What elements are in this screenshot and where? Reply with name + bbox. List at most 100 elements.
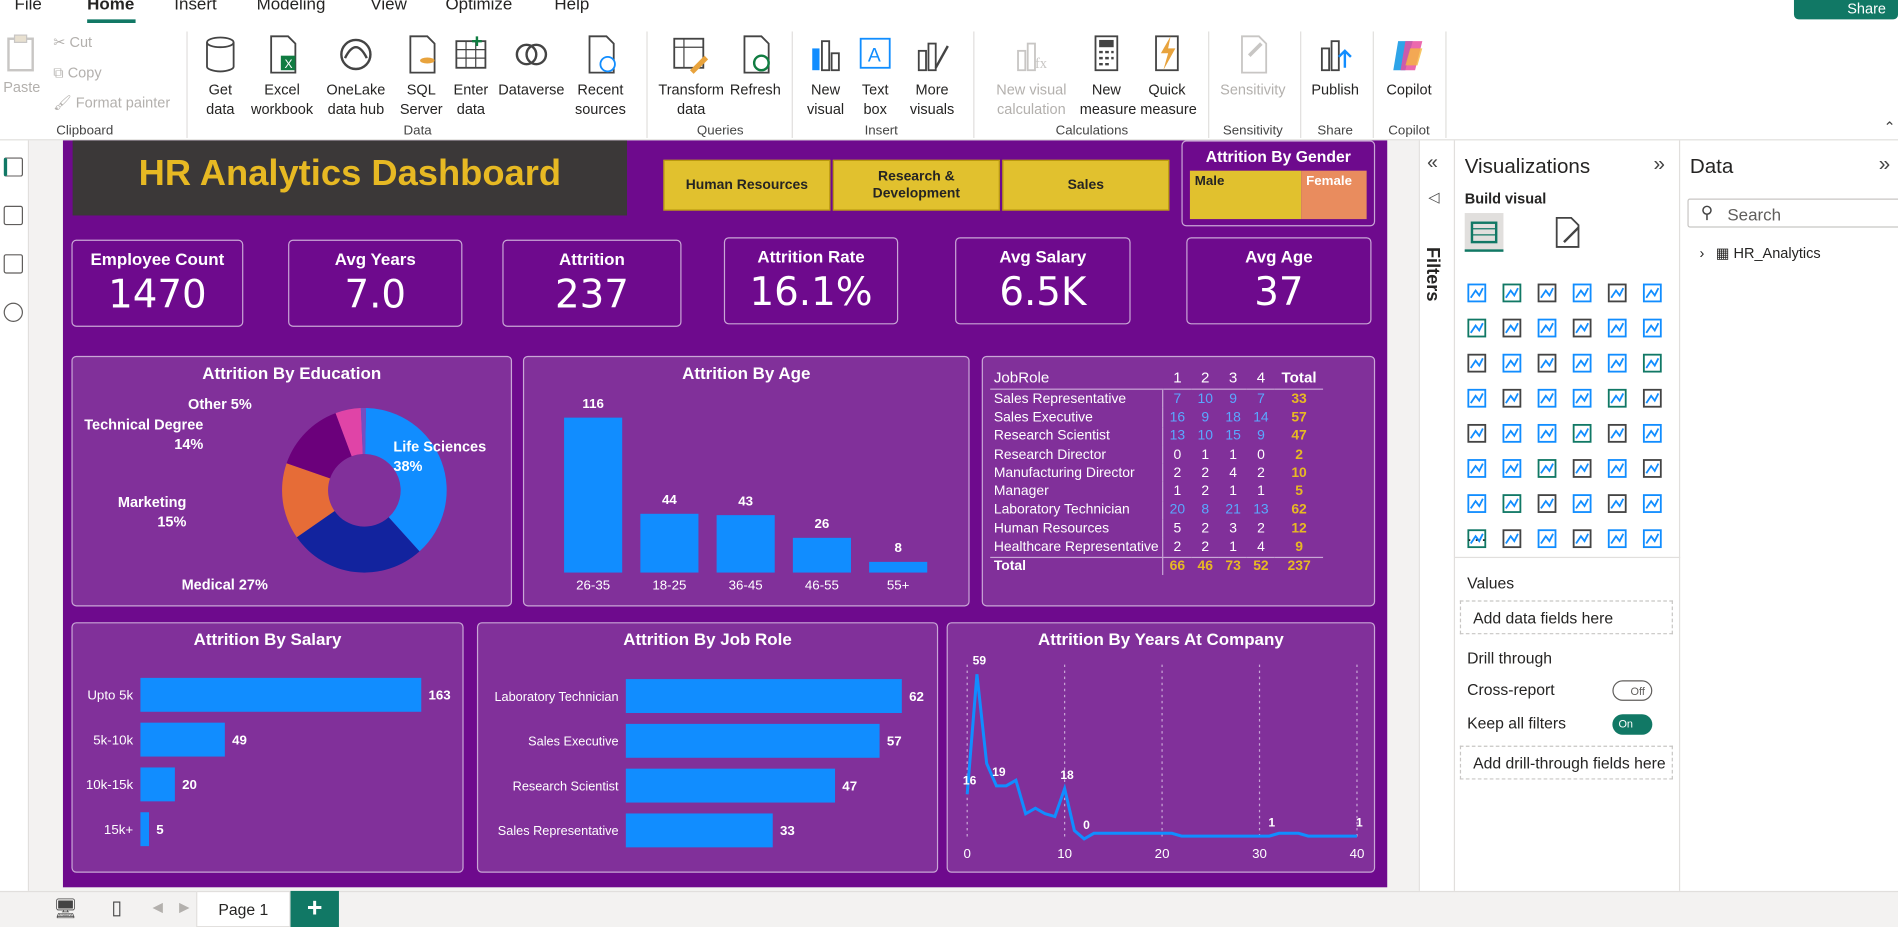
attrition-by-job-role-visual[interactable]: Attrition By Job Role Laboratory Technic…: [476, 622, 939, 873]
menu-help[interactable]: Help: [554, 0, 590, 14]
table-hr-analytics[interactable]: › ▦ HR_Analytics: [1700, 245, 1821, 262]
visual-type-icon[interactable]: [1535, 456, 1559, 480]
more-visuals-button[interactable]: More visuals: [901, 34, 964, 119]
visual-type-icon[interactable]: [1500, 527, 1524, 551]
previous-page-icon[interactable]: ◀: [152, 900, 163, 916]
copy-button[interactable]: ⧉ Copy: [53, 64, 101, 82]
new-visual-calculation-button[interactable]: fx New visual calculation: [983, 34, 1080, 119]
visual-type-icon[interactable]: [1500, 456, 1524, 480]
visual-type-icon[interactable]: [1465, 316, 1489, 340]
attrition-by-gender-visual[interactable]: Attrition By Gender Male Female: [1181, 140, 1376, 227]
values-well[interactable]: Add data fields here: [1459, 600, 1673, 635]
gender-female-tile[interactable]: Female: [1301, 170, 1367, 220]
slicer-human-resources[interactable]: Human Resources: [663, 159, 831, 211]
page-tab[interactable]: Page 1: [196, 890, 291, 927]
jobrole-matrix-visual[interactable]: [981, 355, 1376, 607]
cross-report-toggle[interactable]: Off: [1612, 680, 1653, 701]
visual-type-icon[interactable]: [1640, 527, 1664, 551]
menu-file[interactable]: File: [14, 0, 42, 14]
sensitivity-button[interactable]: Sensitivity: [1215, 34, 1290, 99]
build-visual-tab[interactable]: [1464, 213, 1504, 252]
visual-type-icon[interactable]: [1535, 491, 1559, 515]
kpi-card-avg-age[interactable]: Avg Age 37: [1186, 237, 1372, 325]
attrition-by-salary-visual[interactable]: Attrition By Salary Upto 5k 163 5k-10k 49 10…: [71, 622, 464, 873]
visual-type-icon[interactable]: [1535, 281, 1559, 305]
visual-type-icon[interactable]: [1465, 491, 1489, 515]
dataverse-button[interactable]: Dataverse: [496, 34, 566, 99]
menu-home[interactable]: Home: [87, 0, 135, 14]
kpi-card-avg-years[interactable]: Avg Years 7.0: [288, 239, 463, 327]
visual-type-icon[interactable]: [1605, 386, 1629, 410]
text-box-button[interactable]: A Text box: [855, 34, 896, 119]
visual-type-icon[interactable]: [1500, 386, 1524, 410]
visual-type-icon[interactable]: [1570, 281, 1594, 305]
visual-type-icon[interactable]: [1535, 316, 1559, 340]
visual-type-icon[interactable]: [1605, 351, 1629, 375]
format-painter-button[interactable]: 🖌 Format painter: [53, 94, 170, 111]
share-button[interactable]: Share ⌵: [1793, 0, 1898, 34]
visual-type-icon[interactable]: [1465, 527, 1489, 551]
visual-type-icon[interactable]: [1570, 527, 1594, 551]
visual-type-icon[interactable]: [1535, 386, 1559, 410]
visual-type-icon[interactable]: [1640, 456, 1664, 480]
visual-type-icon[interactable]: [1500, 281, 1524, 305]
drill-through-well[interactable]: Add drill-through fields here: [1459, 745, 1673, 780]
paste-button[interactable]: Paste: [2, 34, 41, 97]
collapse-icon[interactable]: «: [1427, 152, 1438, 174]
visual-type-icon[interactable]: [1570, 351, 1594, 375]
cut-button[interactable]: ✂ Cut: [53, 34, 92, 51]
visual-type-icon[interactable]: [1605, 491, 1629, 515]
menu-insert[interactable]: Insert: [174, 0, 217, 14]
visual-type-icon[interactable]: [1465, 456, 1489, 480]
table-view-icon[interactable]: [3, 205, 23, 226]
visual-type-icon[interactable]: [1535, 527, 1559, 551]
onelake-button[interactable]: OneLake data hub: [320, 34, 393, 119]
mobile-layout-icon[interactable]: ▯: [111, 898, 123, 919]
visual-type-icon[interactable]: [1570, 386, 1594, 410]
visual-type-icon[interactable]: [1570, 456, 1594, 480]
visual-type-icon[interactable]: [1605, 281, 1629, 305]
visual-type-icon[interactable]: [1570, 421, 1594, 445]
excel-button[interactable]: X Excel workbook: [247, 34, 317, 119]
expand-icon[interactable]: »: [1878, 152, 1891, 176]
attrition-by-education-visual[interactable]: Attrition By Education Life Sciences 38% M…: [71, 355, 513, 607]
visual-type-icon[interactable]: [1605, 316, 1629, 340]
sql-server-button[interactable]: SQL Server: [399, 34, 443, 119]
next-page-icon[interactable]: ▶: [179, 900, 190, 916]
visual-type-icon[interactable]: [1465, 351, 1489, 375]
visual-type-icon[interactable]: [1465, 386, 1489, 410]
matrix-header-cell[interactable]: 4: [1247, 366, 1275, 390]
collapse-ribbon-icon[interactable]: ⌃: [1883, 118, 1896, 136]
visual-type-icon[interactable]: [1535, 351, 1559, 375]
visual-type-icon[interactable]: [1570, 491, 1594, 515]
copilot-button[interactable]: Copilot: [1380, 34, 1438, 99]
visual-type-icon[interactable]: [1605, 456, 1629, 480]
dax-query-view-icon[interactable]: [3, 302, 23, 322]
data-search-box[interactable]: ⚲ Search: [1687, 198, 1898, 228]
add-page-button[interactable]: +: [290, 890, 339, 927]
refresh-button[interactable]: Refresh: [729, 34, 782, 99]
kpi-card-attrition-rate[interactable]: Attrition Rate 16.1%: [723, 237, 899, 325]
desktop-layout-icon[interactable]: 🖥: [53, 899, 78, 920]
transform-data-button[interactable]: Transform data: [654, 34, 729, 119]
new-visual-button[interactable]: New visual: [801, 34, 849, 119]
publish-button[interactable]: Publish: [1307, 34, 1363, 99]
slicer-sales[interactable]: Sales: [1002, 159, 1170, 211]
kpi-card-avg-salary[interactable]: Avg Salary 6.5K: [955, 237, 1131, 325]
visual-type-icon[interactable]: [1640, 281, 1664, 305]
matrix-header-cell[interactable]: 3: [1219, 366, 1248, 390]
search-input[interactable]: Search: [1727, 204, 1782, 224]
expand-icon[interactable]: »: [1653, 152, 1666, 176]
matrix-header-cell[interactable]: 1: [1163, 366, 1192, 390]
menu-view[interactable]: View: [370, 0, 407, 14]
filters-pane[interactable]: « ◁ Filters: [1418, 140, 1456, 891]
visual-type-icon[interactable]: [1465, 281, 1489, 305]
kpi-card-attrition[interactable]: Attrition 237: [502, 239, 682, 327]
visual-type-icon[interactable]: [1500, 421, 1524, 445]
matrix-header-cell[interactable]: JobRole: [990, 366, 1164, 390]
visual-type-icon[interactable]: [1605, 421, 1629, 445]
visual-type-icon[interactable]: [1465, 421, 1489, 445]
attrition-by-years-visual[interactable]: Attrition By Years At Company 16 59 19 18 0 1…: [946, 622, 1376, 873]
slicer-research-development[interactable]: Research & Development: [832, 159, 1000, 211]
report-view-icon[interactable]: [3, 157, 23, 177]
